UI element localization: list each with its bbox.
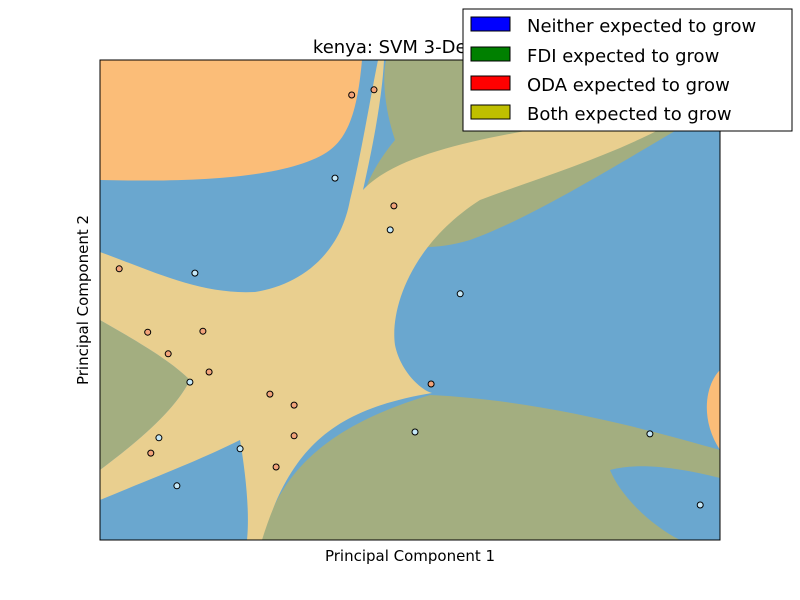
data-point-neither — [236, 445, 244, 453]
plot-frame — [99, 59, 721, 541]
plot-area — [100, 60, 720, 540]
data-point-neither — [155, 434, 163, 442]
data-point-oda — [115, 265, 123, 273]
region-oda-right — [706, 370, 720, 450]
data-point-oda — [290, 432, 298, 440]
region-fdi-left — [100, 320, 190, 470]
data-point-oda — [199, 327, 207, 335]
x-axis-label: Principal Component 1 — [325, 547, 495, 565]
legend-swatch-oda — [470, 75, 511, 91]
data-point-oda — [272, 463, 280, 471]
data-point-oda — [147, 449, 155, 457]
legend-label-both: Both expected to grow — [527, 104, 732, 125]
legend-label-fdi: FDI expected to grow — [527, 46, 719, 67]
y-axis-label: Principal Component 2 — [74, 215, 92, 385]
data-point-oda — [266, 390, 274, 398]
data-point-neither — [191, 269, 199, 277]
data-point-oda — [164, 350, 172, 358]
legend: Neither expected to grow FDI expected to… — [462, 8, 793, 132]
legend-swatch-both — [470, 104, 511, 120]
region-fdi-bottom — [262, 395, 720, 540]
data-point-oda — [370, 86, 378, 94]
data-point-neither — [186, 378, 194, 386]
legend-swatch-neither — [470, 16, 511, 32]
legend-label-neither: Neither expected to grow — [527, 16, 756, 37]
data-points — [115, 86, 704, 509]
data-point-oda — [205, 368, 213, 376]
data-point-neither — [411, 428, 419, 436]
data-point-neither — [331, 174, 339, 182]
legend-label-oda: ODA expected to grow — [527, 75, 730, 96]
data-point-neither — [696, 501, 704, 509]
region-both-center — [100, 60, 720, 540]
region-oda-topleft — [100, 60, 362, 181]
data-point-oda — [427, 380, 435, 388]
data-point-oda — [290, 401, 298, 409]
data-point-neither — [173, 482, 181, 490]
chart-title: kenya: SVM 3-Degree — [313, 37, 507, 58]
data-point-neither — [386, 226, 394, 234]
data-point-oda — [348, 91, 356, 99]
legend-swatch-fdi — [470, 46, 511, 62]
legend-box — [462, 8, 793, 132]
data-point-neither — [646, 430, 654, 438]
data-point-oda — [390, 202, 398, 210]
data-point-oda — [144, 328, 152, 336]
data-point-neither — [456, 290, 464, 298]
